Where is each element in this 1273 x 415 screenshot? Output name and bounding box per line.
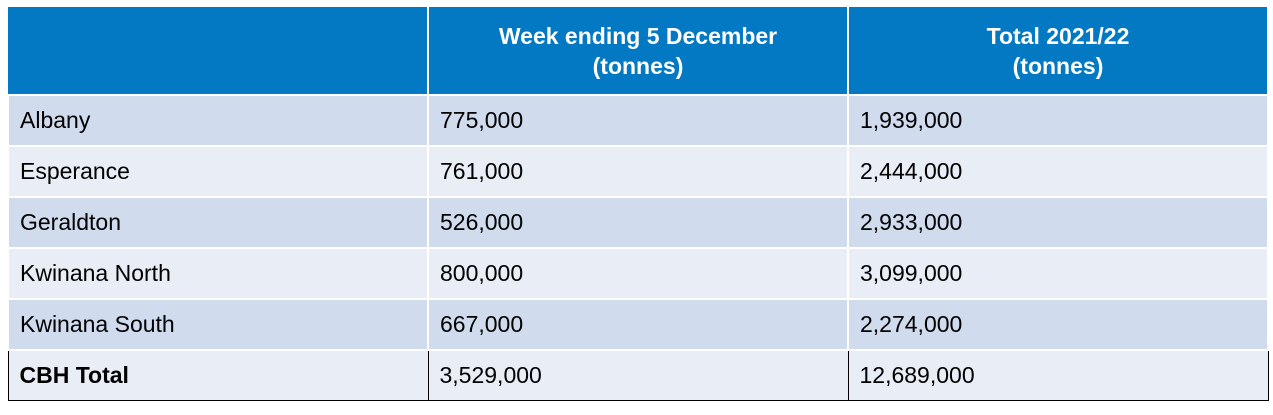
port-cell: Kwinana South <box>7 298 429 351</box>
total-total-cell: 12,689,000 <box>847 349 1269 401</box>
header-total: Total 2021/22 (tonnes) <box>847 7 1269 96</box>
port-cell: Kwinana North <box>7 247 429 300</box>
table-row: Esperance 761,000 2,444,000 <box>7 145 1269 198</box>
total-cell: 3,099,000 <box>847 247 1269 300</box>
total-cell: 2,444,000 <box>847 145 1269 198</box>
table-row: Kwinana South 667,000 2,274,000 <box>7 298 1269 351</box>
total-label: CBH Total <box>7 349 429 401</box>
week-cell: 526,000 <box>427 196 849 249</box>
port-cell: Albany <box>7 94 429 147</box>
header-week: Week ending 5 December (tonnes) <box>427 7 849 96</box>
table-row: Albany 775,000 1,939,000 <box>7 94 1269 147</box>
header-week-title: Week ending 5 December <box>498 22 778 49</box>
header-port <box>8 7 429 96</box>
header-row: Week ending 5 December (tonnes) Total 202… <box>8 7 1269 96</box>
header-week-unit: (tonnes) <box>592 52 684 79</box>
grain-receivals-table: Week ending 5 December (tonnes) Total 202… <box>7 7 1269 401</box>
week-cell: 775,000 <box>427 94 849 147</box>
port-cell: Geraldton <box>7 196 429 249</box>
port-cell: Esperance <box>7 145 429 198</box>
table-row: Geraldton 526,000 2,933,000 <box>7 196 1269 249</box>
total-cell: 2,933,000 <box>847 196 1269 249</box>
week-cell: 761,000 <box>427 145 849 198</box>
header-total-unit: (tonnes) <box>1012 52 1104 79</box>
total-cell: 2,274,000 <box>847 298 1269 351</box>
total-week-cell: 3,529,000 <box>427 349 849 401</box>
header-total-title: Total 2021/22 <box>986 22 1130 49</box>
table-row: Kwinana North 800,000 3,099,000 <box>7 247 1269 300</box>
week-cell: 667,000 <box>427 298 849 351</box>
total-cell: 1,939,000 <box>847 94 1269 147</box>
week-cell: 800,000 <box>427 247 849 300</box>
total-row: CBH Total 3,529,000 12,689,000 <box>7 349 1269 401</box>
